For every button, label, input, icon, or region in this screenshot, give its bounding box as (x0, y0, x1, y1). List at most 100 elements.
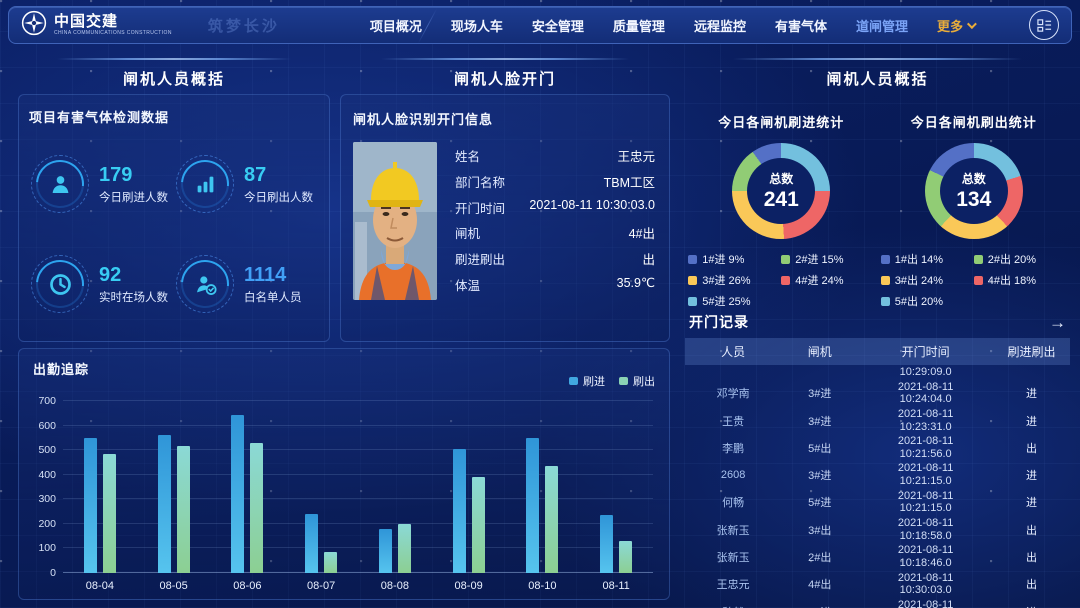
legend-item[interactable]: 3#出 24% (880, 272, 974, 288)
donut-center-label: 总数 (769, 172, 794, 186)
attendance-title: 出勤追踪 (33, 362, 90, 377)
header-accent-line (381, 58, 629, 60)
legend-item[interactable]: 5#出 20% (880, 293, 974, 309)
stat-label: 今日刷出人数 (244, 191, 313, 204)
info-label: 部门名称 (455, 175, 506, 190)
stat-value: 1114 (244, 263, 287, 286)
stat-value: 179 (99, 163, 133, 186)
info-value: 王忠元 (617, 150, 655, 164)
legend-swatch (973, 254, 983, 264)
legend-label: 1#进 9% (702, 254, 745, 266)
records-table: 人员 闸机 开门时间 刷进刷出 10:29:09.0 邓学南 3#进 2021-08… (685, 338, 1070, 608)
legend-item[interactable]: 4#进 24% (781, 272, 874, 288)
info-value: TBM工区 (603, 175, 655, 190)
info-row-1: 部门名称 TBM工区 (455, 172, 655, 191)
legend-item[interactable]: 2#出 20% (973, 251, 1067, 267)
legend-label: 1#出 14% (894, 254, 944, 266)
nav-item-1[interactable]: 现场人车 (450, 18, 503, 34)
records-title: 开门记录 (689, 314, 749, 330)
bar-group-08-06: 08-06 (211, 401, 285, 592)
legend-item[interactable]: 5#进 25% (688, 293, 781, 309)
bar-out (471, 477, 485, 573)
table-row-5: 张新玉 3#出 2021-08-11 10:18:58.0 出 (716, 517, 1037, 542)
person-icon (26, 150, 94, 218)
legend-label: 5#进 25% (702, 296, 751, 308)
nav-item-4[interactable]: 远程监控 (693, 18, 746, 34)
legend-label: 3#进 26% (702, 275, 751, 287)
nav-item-3[interactable]: 质量管理 (612, 18, 665, 34)
layout-toggle-button[interactable] (1029, 10, 1059, 40)
bar-group-08-11: 08-11 (579, 401, 653, 592)
stat-card-3: 1114 白名单人员 (171, 234, 319, 334)
stat-value: 87 (244, 163, 267, 186)
bar-group-08-08: 08-08 (358, 401, 432, 592)
header-accent-line (57, 58, 291, 60)
nav-item-0[interactable]: 项目概况 (369, 18, 422, 34)
gas-stats-panel: 项目有害气体检测数据 179 今日刷进人数 87 今日刷出人数 92 实时在场人数 1114… (18, 94, 330, 342)
table-row-partial: 10:29:09.0 (899, 366, 952, 378)
donut-center-label: 总数 (961, 172, 986, 186)
nav-item-5[interactable]: 有害气体 (774, 18, 827, 34)
legend-item[interactable]: 3#进 26% (688, 272, 781, 288)
legend-swatch (781, 275, 791, 285)
table-row-6: 张新玉 2#出 2021-08-11 10:18:46.0 出 (716, 544, 1037, 569)
stat-value: 92 (99, 263, 122, 286)
stat-text: 179 今日刷进人数 (99, 163, 168, 205)
gate-donut-charts: 今日各闸机刷进统计 总数 241 1#进 9% 2#进 15% 3#进 26% 4#进 24… (685, 96, 1070, 314)
y-axis-label: 500 (38, 444, 56, 457)
info-row-3: 闸机 4#出 (455, 223, 655, 242)
attendance-legend: 刷进 刷出 (569, 373, 655, 394)
info-row-4: 刷进刷出 出 (455, 249, 655, 268)
legend-label: 刷进 (583, 376, 605, 388)
stat-label: 白名单人员 (244, 291, 302, 304)
legend-swatch (688, 296, 698, 306)
legend-swatch (688, 254, 698, 264)
clock-icon (26, 250, 94, 318)
bar-out (545, 466, 559, 573)
legend-item[interactable]: 4#出 18% (973, 272, 1067, 288)
bar-in (83, 437, 97, 573)
x-axis-label: 08-07 (307, 580, 336, 592)
donut-chart-1: 今日各闸机刷出统计 总数 134 1#出 14% 2#出 20% 3#出 24% 4#出 1… (878, 96, 1071, 314)
bar-group-08-05: 08-05 (137, 401, 211, 592)
worker-photo (353, 142, 437, 300)
legend-swatch (880, 296, 890, 306)
nav-item-6[interactable]: 道闸管理 (855, 18, 908, 34)
info-row-5: 体温 35.9℃ (455, 275, 655, 294)
nav-item-2[interactable]: 安全管理 (531, 18, 584, 34)
table-row-7: 王忠元 4#出 2021-08-11 10:30:03.0 出 (716, 571, 1037, 597)
nav-item-more[interactable]: 更多 (937, 16, 977, 35)
chart-legend-刷出[interactable]: 刷出 (619, 373, 655, 389)
donut-chart-0: 今日各闸机刷进统计 总数 241 1#进 9% 2#进 15% 3#进 26% 4#进 24… (685, 96, 878, 314)
records-more-arrow-icon[interactable]: → (1049, 312, 1066, 332)
x-axis-label: 08-05 (159, 580, 188, 592)
x-axis-label: 08-11 (602, 580, 630, 592)
legend-label: 2#进 15% (795, 254, 844, 266)
chart-legend-刷进[interactable]: 刷进 (569, 373, 605, 389)
bar-in (526, 437, 540, 573)
section-header-left: 闸机人员概括 (18, 58, 330, 88)
gridline (63, 547, 653, 549)
bar-out (397, 523, 411, 573)
info-value: 35.9℃ (616, 275, 655, 290)
info-value: 4#出 (628, 227, 655, 242)
bar-chart-plot: 0 100 200 300 400 500 600 700 08-04 08-05 08-06 08-… (38, 395, 653, 592)
y-axis-label: 100 (38, 542, 56, 555)
stats-grid: 179 今日刷进人数 87 今日刷出人数 92 实时在场人数 1114 白名单人员 (26, 134, 319, 334)
face-open-panel: 闸机人脸识别开门信息 (340, 94, 670, 342)
legend-item[interactable]: 1#出 14% (880, 251, 974, 267)
legend-item[interactable]: 1#进 9% (688, 251, 781, 267)
stat-card-2: 92 实时在场人数 (26, 234, 174, 334)
section-header-middle: 闸机人脸开门 (340, 58, 670, 88)
x-axis-label: 08-10 (528, 580, 557, 592)
nav-menu: 项目概况 现场人车 安全管理 质量管理 远程监控 有害气体 道闸管理 更多 (370, 10, 1059, 40)
y-axis-label: 300 (38, 493, 56, 506)
legend-swatch (619, 377, 628, 385)
bar-out (176, 446, 190, 573)
bar-group-08-07: 08-07 (284, 401, 358, 592)
info-label: 姓名 (455, 150, 481, 164)
legend-swatch (880, 254, 890, 264)
legend-item[interactable]: 2#进 15% (781, 251, 874, 267)
